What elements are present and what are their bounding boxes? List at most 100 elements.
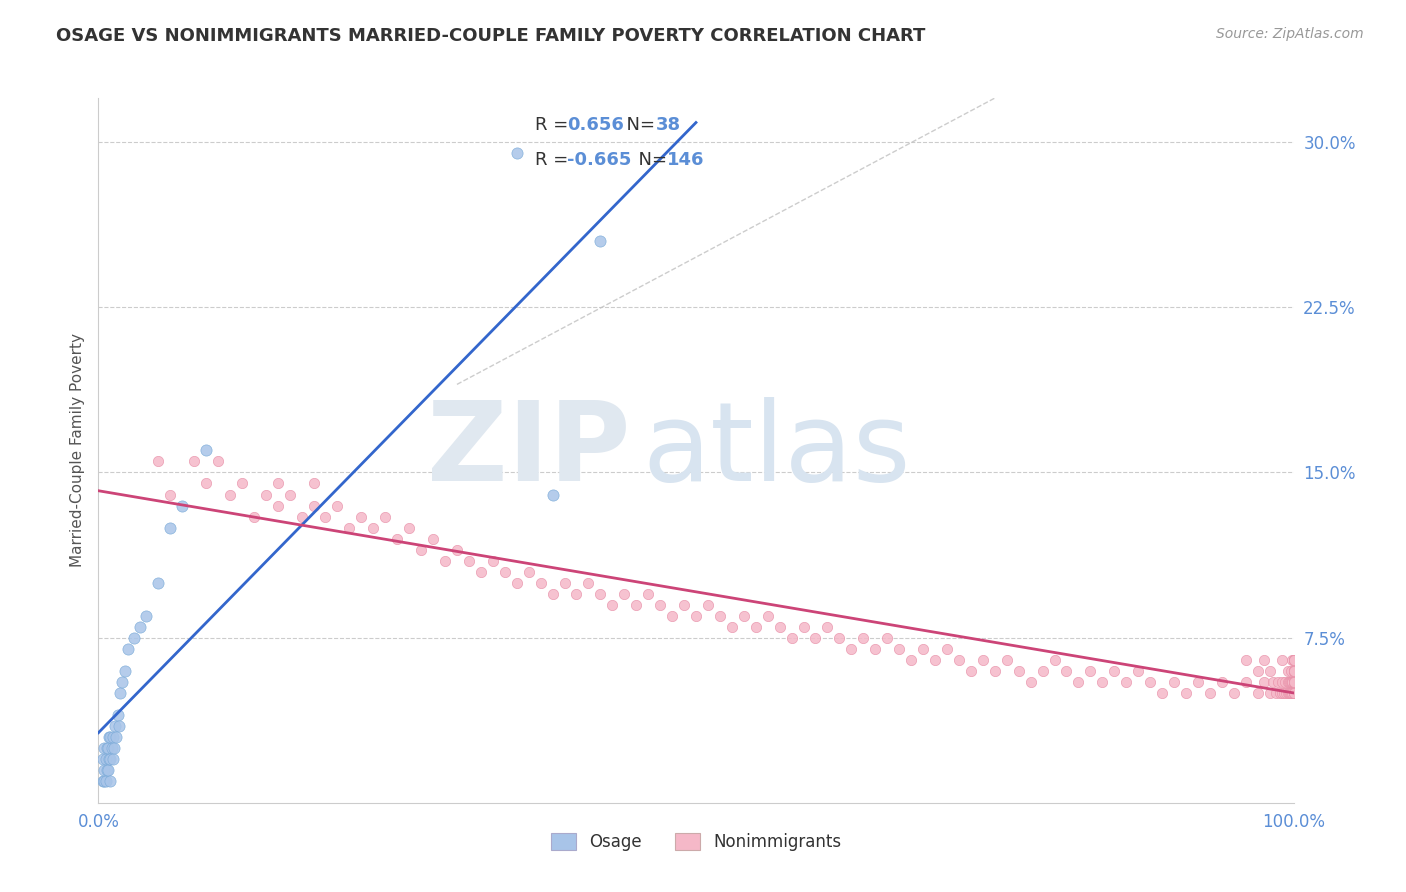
Legend: Osage, Nonimmigrants: Osage, Nonimmigrants — [544, 826, 848, 858]
Point — [1199, 686, 1222, 700]
Point — [195, 476, 218, 491]
Point — [114, 664, 136, 678]
Point — [111, 674, 134, 689]
Point — [1282, 686, 1305, 700]
Point — [1270, 686, 1292, 700]
Point — [589, 234, 612, 248]
Text: ZIP: ZIP — [427, 397, 630, 504]
Point — [1282, 686, 1305, 700]
Point — [1264, 686, 1286, 700]
Point — [98, 752, 121, 766]
Point — [768, 619, 790, 633]
Point — [578, 575, 600, 590]
Point — [709, 608, 731, 623]
Point — [948, 653, 970, 667]
Point — [1271, 674, 1294, 689]
Point — [219, 487, 242, 501]
Point — [1282, 674, 1305, 689]
Point — [506, 146, 529, 161]
Point — [1282, 664, 1305, 678]
Point — [1104, 664, 1126, 678]
Point — [780, 631, 803, 645]
Point — [124, 631, 146, 645]
Point — [243, 509, 266, 524]
Point — [1282, 674, 1305, 689]
Point — [148, 575, 170, 590]
Point — [1282, 664, 1305, 678]
Point — [541, 487, 564, 501]
Point — [103, 740, 125, 755]
Point — [105, 730, 128, 744]
Point — [793, 619, 815, 633]
Point — [148, 454, 170, 468]
Point — [1234, 674, 1257, 689]
Point — [1152, 686, 1174, 700]
Point — [411, 542, 433, 557]
Point — [602, 598, 624, 612]
Point — [117, 641, 139, 656]
Point — [1278, 686, 1301, 700]
Point — [1253, 653, 1275, 667]
Point — [458, 553, 481, 567]
Point — [1274, 674, 1296, 689]
Point — [1056, 664, 1078, 678]
Point — [97, 740, 120, 755]
Point — [661, 608, 683, 623]
Point — [398, 520, 420, 534]
Point — [1067, 674, 1090, 689]
Point — [1275, 686, 1298, 700]
Point — [470, 565, 492, 579]
Point — [960, 664, 983, 678]
Point — [626, 598, 648, 612]
Point — [1115, 674, 1137, 689]
Point — [385, 532, 409, 546]
Point — [554, 575, 576, 590]
Point — [721, 619, 744, 633]
Point — [104, 719, 127, 733]
Text: 38: 38 — [655, 116, 681, 134]
Point — [278, 487, 301, 501]
Point — [207, 454, 229, 468]
Point — [1282, 664, 1305, 678]
Point — [815, 619, 838, 633]
Text: -0.665: -0.665 — [567, 151, 631, 169]
Point — [900, 653, 922, 667]
Point — [159, 487, 181, 501]
Point — [231, 476, 253, 491]
Point — [1281, 674, 1303, 689]
Point — [541, 586, 564, 600]
Point — [183, 454, 205, 468]
Text: 0.656: 0.656 — [567, 116, 624, 134]
Point — [865, 641, 887, 656]
Point — [804, 631, 827, 645]
Text: Source: ZipAtlas.com: Source: ZipAtlas.com — [1216, 27, 1364, 41]
Point — [91, 773, 114, 788]
Point — [98, 752, 122, 766]
Point — [1282, 653, 1305, 667]
Point — [267, 476, 290, 491]
Point — [1032, 664, 1054, 678]
Point — [685, 608, 707, 623]
Point — [195, 443, 218, 458]
Point — [1282, 674, 1305, 689]
Point — [100, 740, 122, 755]
Point — [302, 476, 325, 491]
Point — [172, 499, 194, 513]
Point — [1211, 674, 1233, 689]
Text: N=: N= — [614, 116, 661, 134]
Point — [96, 763, 118, 777]
Point — [108, 686, 131, 700]
Text: atlas: atlas — [643, 397, 911, 504]
Point — [852, 631, 875, 645]
Point — [326, 499, 349, 513]
Point — [1091, 674, 1114, 689]
Text: R =: R = — [534, 116, 574, 134]
Point — [1281, 686, 1303, 700]
Point — [1258, 686, 1281, 700]
Point — [93, 763, 115, 777]
Point — [1277, 664, 1299, 678]
Point — [613, 586, 636, 600]
Point — [972, 653, 994, 667]
Point — [1247, 664, 1270, 678]
Point — [1282, 653, 1305, 667]
